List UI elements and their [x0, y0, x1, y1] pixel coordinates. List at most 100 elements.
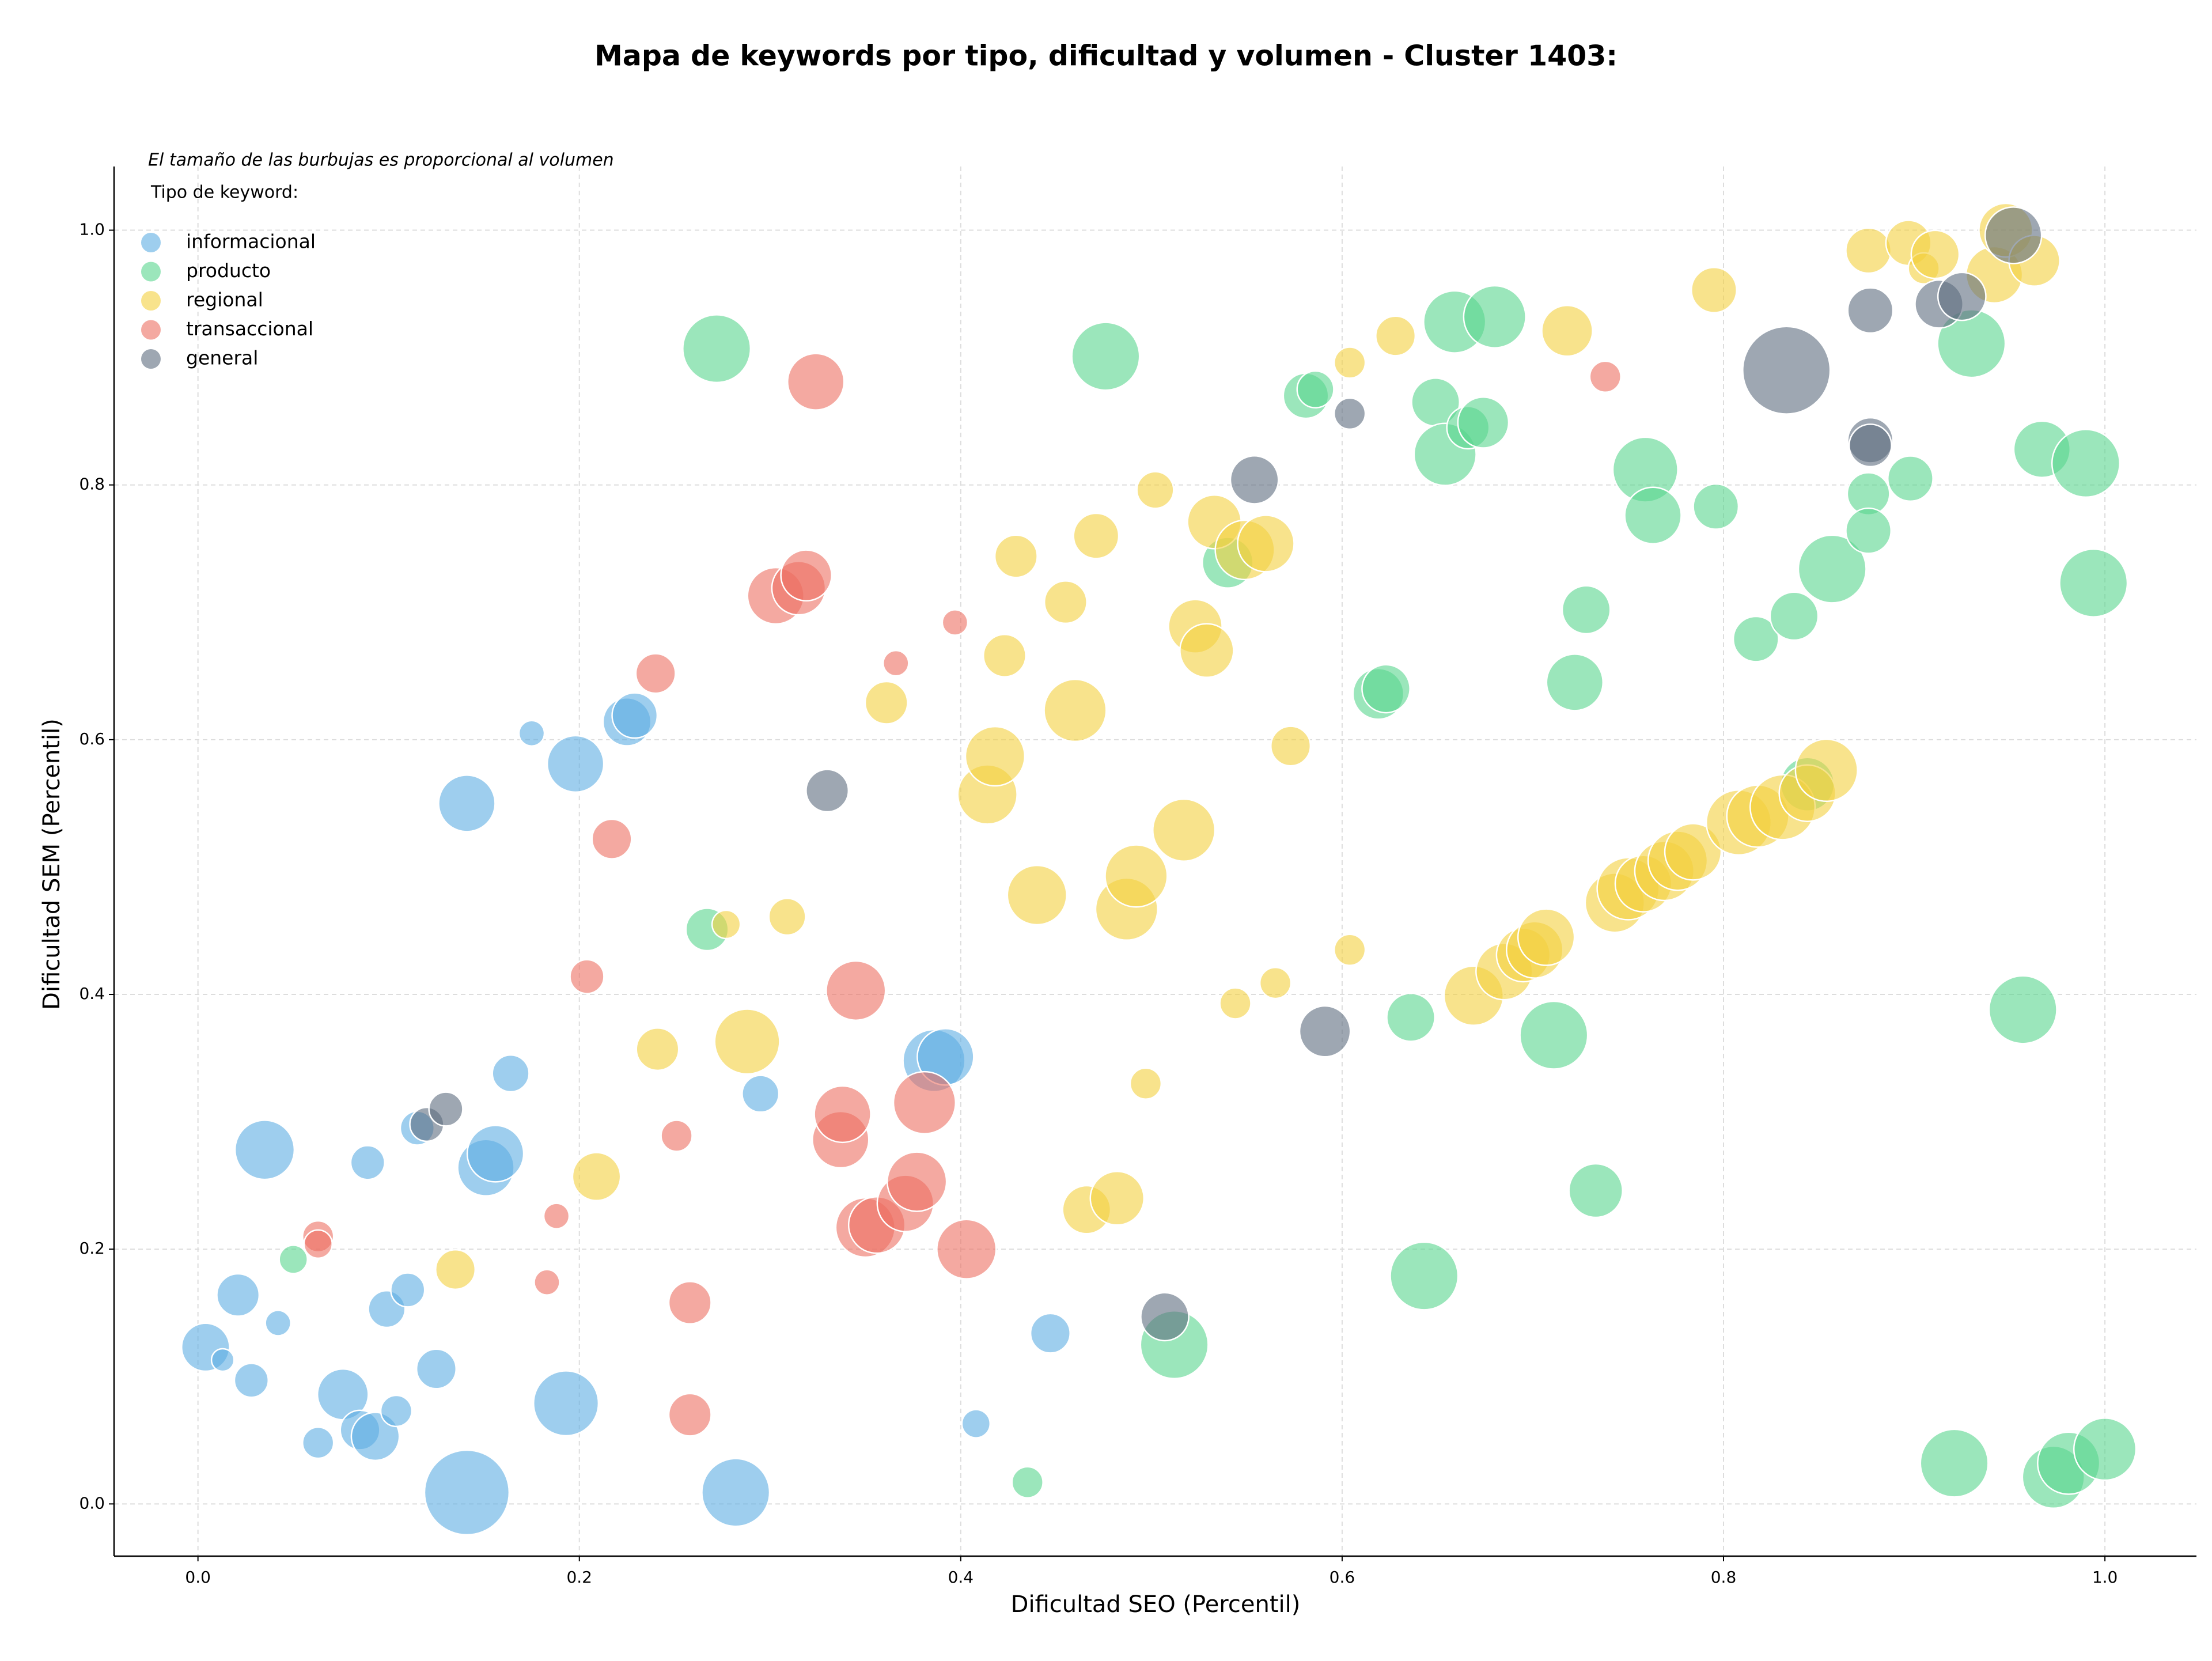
bubble	[701, 1458, 771, 1527]
bubble	[1984, 206, 2043, 264]
bubble	[1129, 1067, 1162, 1100]
bubble	[1742, 326, 1831, 415]
bubble	[1089, 1170, 1145, 1226]
series	[302, 353, 1622, 1437]
bubble	[768, 898, 806, 936]
y-axis-label: Dificultad SEM (Percentil)	[39, 718, 65, 1010]
bubble	[1589, 360, 1622, 393]
bubble	[543, 1202, 570, 1230]
bubble	[518, 720, 546, 747]
bubble	[635, 653, 676, 694]
bubble	[1043, 678, 1107, 743]
x-tick-label: 1.0	[2092, 1568, 2118, 1587]
bubble	[1140, 1292, 1190, 1342]
series	[435, 202, 2061, 1291]
bubble	[961, 1409, 991, 1439]
bubble	[1988, 975, 2058, 1045]
bubble	[1847, 287, 1894, 334]
bubble	[1691, 267, 1737, 313]
bubble	[532, 1370, 600, 1437]
legend-marker	[141, 349, 161, 369]
bubble	[964, 725, 1026, 787]
bubble	[1463, 285, 1527, 349]
bubble	[569, 959, 605, 994]
bubble	[302, 1427, 335, 1459]
bubble	[668, 1393, 712, 1437]
bubble	[546, 735, 605, 793]
bubble	[982, 633, 1027, 678]
bubble	[1296, 370, 1335, 408]
y-tick-label: 0.6	[79, 729, 105, 748]
y-tick-label: 0.4	[79, 984, 105, 1003]
bubble	[233, 1363, 269, 1398]
x-axis-label: Dificultad SEO (Percentil)	[1011, 1591, 1301, 1618]
legend-label: general	[186, 347, 258, 369]
bubble	[1568, 1163, 1623, 1219]
bubble	[533, 1269, 560, 1296]
bubble	[1104, 844, 1168, 908]
bubble	[591, 818, 632, 860]
bubble	[660, 1119, 693, 1152]
bubble	[1519, 1000, 1589, 1070]
bubble	[741, 1074, 780, 1113]
bubble	[1845, 507, 1892, 554]
bubble	[1937, 271, 1987, 321]
bubble	[1546, 653, 1604, 712]
bubble	[813, 1085, 872, 1144]
bubble	[1152, 798, 1216, 862]
bubble	[2051, 429, 2121, 498]
bubble	[780, 549, 833, 602]
bubble	[1887, 455, 1934, 502]
bubble	[805, 769, 850, 813]
bubble	[234, 1119, 296, 1181]
bubble	[936, 1219, 997, 1280]
bubble	[1229, 455, 1279, 505]
y-tick-label: 0.2	[79, 1239, 105, 1258]
bubble	[994, 534, 1038, 578]
legend-marker	[141, 291, 161, 311]
bubble	[1541, 304, 1593, 357]
chart-title: Mapa de keywords por tipo, dificultad y …	[594, 40, 1618, 73]
bubble	[435, 1249, 476, 1291]
bubble	[1073, 512, 1120, 559]
bubble	[1692, 483, 1740, 530]
bubble	[1910, 229, 1960, 279]
bubble	[1386, 992, 1435, 1042]
legend-label: informacional	[186, 230, 316, 253]
legend-marker	[141, 320, 161, 340]
bubble	[714, 1008, 781, 1075]
series	[278, 285, 2137, 1509]
bubble	[864, 680, 908, 725]
bubble	[303, 1229, 333, 1259]
bubble	[887, 1151, 948, 1212]
bubble	[1375, 315, 1416, 357]
bubble	[635, 1027, 680, 1072]
bubble	[278, 1244, 308, 1274]
bubble	[1624, 486, 1682, 544]
y-tick-label: 0.8	[79, 475, 105, 494]
bubble	[380, 1394, 413, 1428]
bubble	[682, 314, 752, 384]
legend-marker	[141, 233, 161, 252]
bubble	[1179, 623, 1234, 678]
bubble	[1333, 397, 1366, 430]
bubble	[1237, 514, 1295, 573]
bubble	[1333, 933, 1366, 966]
x-tick-label: 0.8	[1711, 1568, 1737, 1587]
x-tick-label: 0.4	[948, 1568, 974, 1587]
bubble	[438, 774, 496, 833]
x-tick-label: 0.6	[1330, 1568, 1355, 1587]
legend-title: Tipo de keyword:	[150, 183, 298, 203]
x-tick-label: 0.0	[185, 1568, 211, 1587]
bubble	[1389, 1241, 1459, 1311]
bubble	[882, 649, 910, 677]
y-tick-label: 0.0	[79, 1493, 105, 1512]
bubble	[1845, 227, 1892, 274]
bubble	[491, 1054, 530, 1093]
bubble	[1361, 664, 1411, 714]
bubble	[1517, 908, 1575, 966]
annotation: El tamaño de las burbujas es proporciona…	[148, 150, 614, 171]
bubble	[350, 1145, 385, 1181]
bubble	[2073, 1417, 2137, 1481]
bubble	[390, 1272, 426, 1308]
